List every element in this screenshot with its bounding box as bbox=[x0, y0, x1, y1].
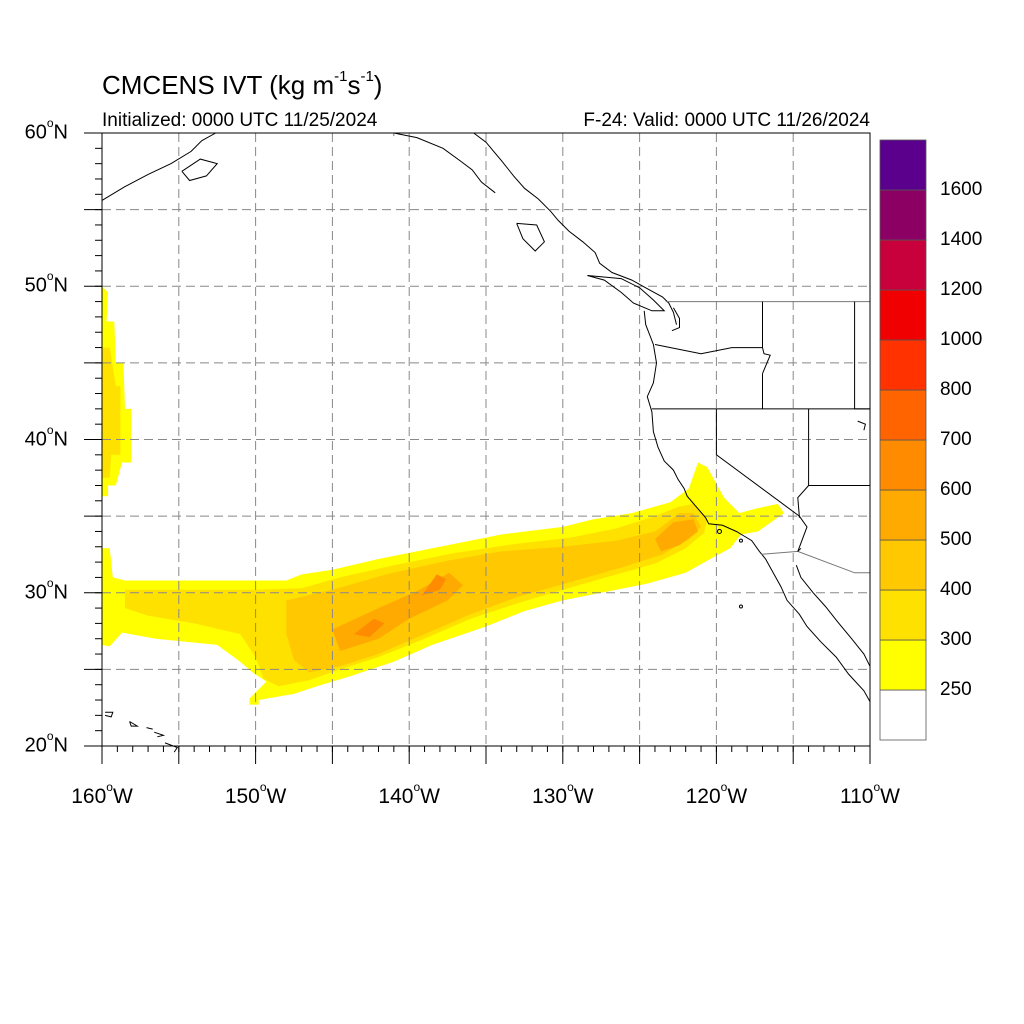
hawaii-oahu bbox=[129, 721, 140, 727]
colorbar-label: 700 bbox=[940, 429, 972, 450]
colorbar-label: 250 bbox=[940, 679, 972, 700]
ivt-core-600 bbox=[421, 574, 447, 596]
lat-label: 50oN bbox=[24, 269, 68, 297]
az-ca-border bbox=[797, 515, 808, 552]
lon-label: 130oW bbox=[532, 780, 594, 808]
colorbar-label: 800 bbox=[940, 379, 972, 400]
graticule bbox=[102, 133, 870, 746]
ca-nv-border bbox=[715, 408, 800, 518]
lat-label: 60oN bbox=[24, 116, 68, 144]
map-frame bbox=[84, 132, 871, 764]
lon-label: 150oW bbox=[224, 780, 287, 808]
colorbar-swatch-1 bbox=[879, 639, 927, 691]
ivt-plume-400 bbox=[286, 513, 701, 673]
hawaii-maui bbox=[154, 731, 166, 738]
lon-label: 120oW bbox=[685, 780, 748, 808]
channel-island-1 bbox=[716, 528, 722, 534]
alaska-peninsula-coast bbox=[101, 132, 216, 201]
colorbar-label: 1600 bbox=[940, 179, 983, 200]
ivt-shading bbox=[102, 286, 784, 705]
colorbar-swatch-2 bbox=[879, 589, 927, 641]
hawaii-molokai bbox=[146, 727, 153, 730]
puget-sound bbox=[671, 307, 680, 332]
plot-title: CMCENS IVT (kg m-1s-1) bbox=[102, 68, 383, 100]
alaska-outer-coast bbox=[393, 132, 496, 194]
colorbar-swatch-7 bbox=[879, 339, 927, 391]
great-salt-lake bbox=[857, 420, 866, 431]
colorbar-swatch-6 bbox=[879, 389, 927, 441]
colorbar-label: 1200 bbox=[940, 279, 983, 300]
ivt-coast-500 bbox=[655, 519, 698, 552]
colorbar-swatch-3 bbox=[879, 539, 927, 591]
haida-gwaii bbox=[516, 222, 545, 252]
hawaii-big-island bbox=[164, 742, 179, 753]
colorbar-swatch-0 bbox=[879, 689, 927, 741]
nv-ut-border bbox=[797, 408, 810, 517]
colorbar-label: 500 bbox=[940, 529, 972, 550]
gulf-of-california-coast bbox=[795, 565, 871, 667]
colorbar-label: 1400 bbox=[940, 229, 983, 250]
ivt-core-600b bbox=[353, 618, 385, 638]
guadalupe-island bbox=[738, 604, 743, 609]
wa-id-border bbox=[762, 301, 771, 374]
colorbar bbox=[879, 139, 927, 741]
colorbar-label: 1000 bbox=[940, 329, 983, 350]
lat-label: 40oN bbox=[24, 422, 68, 451]
us-mexico-west-coast bbox=[643, 310, 871, 702]
colorbar-swatch-5 bbox=[879, 439, 927, 491]
idaho-east-border bbox=[854, 301, 870, 410]
colorbar-swatch-10 bbox=[879, 189, 927, 241]
lon-label: 160oW bbox=[71, 780, 133, 808]
colorbar-swatch-8 bbox=[879, 289, 927, 341]
wa-or-border bbox=[654, 344, 763, 355]
colorbar-label: 600 bbox=[940, 479, 972, 500]
kodiak-island bbox=[181, 158, 219, 182]
lat-label: 20oN bbox=[24, 729, 68, 757]
init-time: Initialized: 0000 UTC 11/25/2024 bbox=[102, 110, 378, 131]
coastlines-and-borders bbox=[101, 132, 871, 753]
lat-label: 30oN bbox=[24, 575, 68, 604]
colorbar-swatch-9 bbox=[879, 239, 927, 291]
hawaii-kauai bbox=[104, 711, 114, 718]
colorbar-swatch-11 bbox=[879, 139, 927, 191]
us-mexico-border bbox=[760, 550, 870, 574]
colorbar-swatch-4 bbox=[879, 489, 927, 541]
colorbar-label: 300 bbox=[940, 629, 972, 650]
lon-label: 140oW bbox=[378, 780, 440, 808]
valid-time: F-24: Valid: 0000 UTC 11/26/2024 bbox=[583, 110, 870, 131]
vancouver-island bbox=[587, 275, 666, 312]
lon-label: 110oW bbox=[840, 780, 900, 808]
bc-alaska-panhandle-coast bbox=[473, 132, 677, 325]
colorbar-label: 400 bbox=[940, 579, 972, 600]
channel-island-2 bbox=[738, 538, 743, 543]
ivt-band-north-300 bbox=[102, 347, 121, 478]
